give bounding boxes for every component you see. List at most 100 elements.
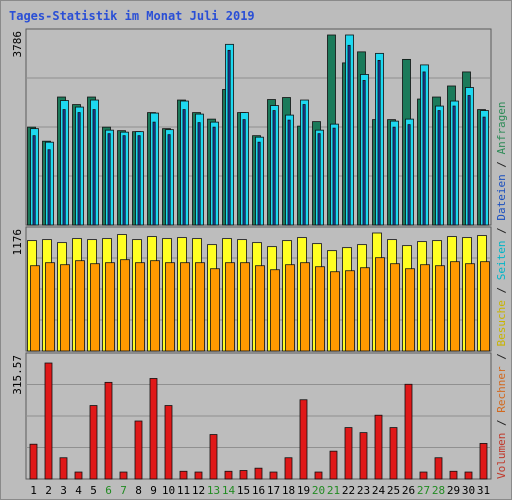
rechner-bar [45, 262, 55, 352]
dateien-bar [467, 95, 471, 226]
dateien-bar [482, 116, 486, 226]
rechner-bar [195, 262, 205, 352]
dateien-bar [167, 134, 171, 226]
x-tick-label: 25 [387, 484, 400, 497]
volumen-bar [269, 471, 278, 480]
x-tick-label: 31 [477, 484, 490, 497]
volumen-bar [389, 427, 398, 480]
legend-entry: / [495, 347, 508, 367]
rechner-bar [390, 263, 400, 352]
legend-text: Volumen / Rechner / Besuche / Seiten / D… [495, 101, 508, 479]
volumen-bar [254, 467, 263, 480]
rechner-bar [360, 267, 370, 352]
x-tick-label: 18 [282, 484, 295, 497]
legend-entry: / [495, 413, 508, 433]
x-axis: 1 2 3 4 5 6 7 8 9 10 11 12 13 14 15 16 17 18 19 20 21 22 23 24 2… [30, 484, 490, 497]
x-tick-label: 14 [222, 484, 236, 497]
dateien-bar [182, 109, 186, 226]
rechner-bar [135, 262, 145, 352]
dateien-bar [197, 122, 201, 226]
rechner-bar [240, 262, 250, 352]
dateien-bar [32, 135, 36, 226]
legend-entry: Dateien [495, 174, 508, 220]
dateien-bar [272, 110, 276, 226]
volumen-bar [404, 383, 413, 480]
volumen-bar [449, 470, 458, 480]
volumen-bar [359, 432, 368, 480]
volumen-bar [209, 434, 218, 480]
volumen-bar [374, 414, 383, 480]
x-tick-label: 21 [327, 484, 340, 497]
volumen-bar [479, 443, 488, 480]
x-tick-label: 28 [432, 484, 445, 497]
volumen-bar [44, 362, 53, 480]
volumen-bar [104, 381, 113, 480]
legend-entry: Seiten [495, 241, 508, 281]
volumen-bar [74, 471, 83, 480]
x-tick-label: 15 [237, 484, 250, 497]
rechner-bar [465, 263, 475, 352]
rechner-bar [420, 264, 430, 352]
rechner-bar [120, 259, 130, 352]
dateien-bar [212, 126, 216, 226]
rechner-bar [90, 263, 100, 352]
x-tick-label: 23 [357, 484, 370, 497]
dateien-bar [227, 49, 231, 226]
rechner-bar [345, 270, 355, 352]
legend-entry: / [495, 154, 508, 174]
volumen-bar [179, 470, 188, 480]
x-tick-label: 11 [177, 484, 190, 497]
legend-entry: / [495, 221, 508, 241]
rechner-bar [375, 257, 385, 352]
dateien-bar [257, 141, 261, 226]
dateien-bar [302, 104, 306, 226]
x-tick-label: 2 [45, 484, 52, 497]
x-tick-label: 5 [90, 484, 97, 497]
dateien-bar [77, 112, 81, 226]
x-tick-label: 9 [150, 484, 157, 497]
dateien-bar [377, 59, 381, 226]
x-tick-label: 29 [447, 484, 460, 497]
dateien-bar [317, 133, 321, 226]
rechner-bar [165, 262, 175, 352]
rechner-bar [210, 268, 220, 352]
x-tick-label: 27 [417, 484, 430, 497]
rechner-bar [330, 271, 340, 352]
legend-entry: Besuche [495, 300, 508, 346]
x-tick-label: 24 [372, 484, 386, 497]
x-tick-label: 20 [312, 484, 325, 497]
dateien-bar [122, 135, 126, 226]
volumen-bar [419, 471, 428, 480]
chart-panels: 3786 1176 315.57 [11, 28, 492, 480]
dateien-bar [392, 126, 396, 226]
x-tick-label: 6 [105, 484, 112, 497]
chart-title: Tages-Statistik im Monat Juli 2019 [9, 9, 255, 23]
dateien-bar [362, 80, 366, 226]
dateien-bar [92, 109, 96, 226]
dateien-bar [62, 109, 66, 226]
x-tick-label: 8 [135, 484, 142, 497]
rechner-bar [180, 262, 190, 352]
rechner-bar [435, 265, 445, 352]
dateien-bar [422, 71, 426, 226]
volumen-bar [284, 457, 293, 480]
x-tick-label: 19 [297, 484, 310, 497]
dateien-bar [347, 44, 351, 226]
legend-entry: Volumen [495, 433, 508, 479]
x-tick-label: 26 [402, 484, 415, 497]
dateien-bar [152, 121, 156, 226]
legend: Volumen / Rechner / Besuche / Seiten / D… [495, 101, 508, 479]
rechner-bar [60, 264, 70, 352]
legend-entry: Rechner [495, 366, 508, 413]
dateien-bar [242, 119, 246, 226]
rechner-bar [480, 261, 490, 352]
rechner-bar [285, 264, 295, 352]
y-axis-max-label: 315.57 [11, 355, 24, 395]
dateien-bar [332, 127, 336, 226]
y-axis-max-label: 3786 [11, 31, 24, 58]
volumen-bar [434, 457, 443, 480]
x-tick-label: 7 [120, 484, 127, 497]
rechner-bar [315, 266, 325, 352]
